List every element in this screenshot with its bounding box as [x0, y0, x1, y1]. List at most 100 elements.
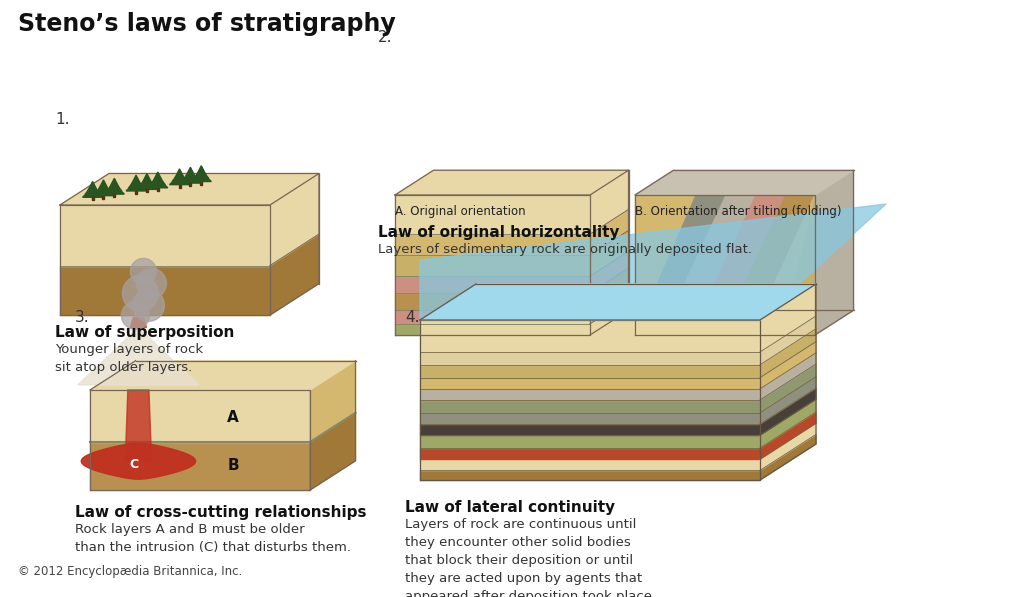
- Text: Law of lateral continuity: Law of lateral continuity: [406, 500, 615, 515]
- Polygon shape: [157, 188, 159, 191]
- Polygon shape: [191, 172, 211, 181]
- Polygon shape: [590, 299, 629, 335]
- Polygon shape: [395, 234, 590, 255]
- Polygon shape: [98, 180, 109, 190]
- Text: Layers of rock are continuous until
they encounter other solid bodies
that block: Layers of rock are continuous until they…: [406, 518, 656, 597]
- Text: 4.: 4.: [406, 310, 420, 325]
- Text: 3.: 3.: [75, 310, 90, 325]
- Polygon shape: [420, 284, 816, 320]
- Polygon shape: [420, 352, 760, 365]
- Polygon shape: [135, 191, 137, 194]
- Text: Steno’s laws of stratigraphy: Steno’s laws of stratigraphy: [18, 12, 395, 36]
- Polygon shape: [102, 196, 104, 199]
- Polygon shape: [420, 377, 760, 389]
- Polygon shape: [194, 169, 209, 179]
- Polygon shape: [395, 293, 590, 310]
- Polygon shape: [590, 170, 629, 234]
- Polygon shape: [110, 179, 120, 188]
- Polygon shape: [114, 194, 116, 197]
- Polygon shape: [91, 197, 93, 200]
- Polygon shape: [590, 230, 629, 276]
- Polygon shape: [60, 205, 270, 266]
- Circle shape: [122, 301, 150, 330]
- Polygon shape: [760, 364, 816, 413]
- Polygon shape: [270, 234, 319, 315]
- Circle shape: [123, 275, 159, 312]
- Polygon shape: [201, 181, 203, 184]
- Polygon shape: [88, 181, 97, 191]
- Polygon shape: [85, 184, 100, 194]
- Polygon shape: [90, 361, 355, 390]
- Polygon shape: [420, 400, 760, 413]
- Polygon shape: [93, 186, 114, 196]
- Polygon shape: [197, 166, 206, 176]
- Polygon shape: [660, 195, 768, 335]
- Polygon shape: [420, 470, 760, 480]
- Polygon shape: [635, 195, 815, 335]
- Polygon shape: [172, 172, 187, 181]
- Polygon shape: [174, 169, 184, 179]
- Text: B. Orientation after tilting (folding): B. Orientation after tilting (folding): [635, 205, 842, 218]
- Text: Law of superposition: Law of superposition: [55, 325, 234, 340]
- Polygon shape: [420, 459, 760, 470]
- Text: 1.: 1.: [55, 112, 70, 127]
- Text: Layers of sedimentary rock are originally deposited flat.: Layers of sedimentary rock are originall…: [378, 243, 752, 256]
- Polygon shape: [126, 181, 146, 191]
- Polygon shape: [751, 195, 815, 335]
- Polygon shape: [395, 276, 590, 293]
- Text: Law of cross-cutting relationships: Law of cross-cutting relationships: [75, 505, 367, 520]
- Polygon shape: [185, 167, 196, 177]
- Polygon shape: [420, 320, 760, 352]
- Polygon shape: [310, 413, 355, 490]
- Polygon shape: [635, 170, 853, 195]
- Polygon shape: [96, 183, 111, 193]
- Polygon shape: [395, 324, 590, 335]
- Polygon shape: [139, 177, 155, 186]
- Polygon shape: [760, 341, 816, 389]
- Polygon shape: [760, 399, 816, 448]
- Text: Rock layers A and B must be older
than the intrusion (C) that disturbs them.: Rock layers A and B must be older than t…: [75, 523, 351, 554]
- Polygon shape: [153, 172, 163, 182]
- Polygon shape: [780, 195, 815, 335]
- Text: Law of original horizontality: Law of original horizontality: [378, 225, 620, 240]
- Polygon shape: [590, 210, 629, 255]
- Polygon shape: [83, 187, 102, 197]
- Polygon shape: [721, 195, 815, 335]
- Polygon shape: [760, 377, 816, 424]
- Polygon shape: [590, 268, 629, 310]
- Polygon shape: [590, 285, 629, 324]
- Polygon shape: [60, 174, 319, 205]
- Polygon shape: [420, 424, 760, 435]
- Circle shape: [132, 290, 165, 321]
- Polygon shape: [691, 195, 798, 335]
- Polygon shape: [590, 251, 629, 293]
- Text: 2.: 2.: [378, 30, 392, 45]
- Polygon shape: [130, 318, 146, 327]
- Polygon shape: [106, 181, 122, 191]
- Polygon shape: [635, 195, 738, 335]
- Polygon shape: [395, 170, 629, 195]
- Polygon shape: [125, 390, 152, 461]
- Polygon shape: [310, 361, 355, 442]
- Polygon shape: [760, 388, 816, 435]
- Text: Younger layers of rock
sit atop older layers.: Younger layers of rock sit atop older la…: [55, 343, 203, 374]
- Polygon shape: [170, 175, 189, 184]
- Polygon shape: [81, 443, 196, 479]
- Polygon shape: [147, 178, 168, 188]
- Polygon shape: [760, 353, 816, 400]
- Polygon shape: [129, 178, 143, 188]
- Text: A. Original orientation: A. Original orientation: [395, 205, 525, 218]
- Polygon shape: [270, 174, 319, 266]
- Polygon shape: [760, 316, 816, 365]
- Polygon shape: [760, 423, 816, 470]
- Polygon shape: [178, 184, 180, 187]
- Polygon shape: [104, 184, 124, 194]
- Polygon shape: [815, 170, 853, 335]
- Polygon shape: [183, 170, 198, 180]
- Polygon shape: [151, 175, 165, 185]
- Polygon shape: [189, 183, 191, 186]
- Polygon shape: [60, 266, 270, 315]
- Polygon shape: [760, 329, 816, 377]
- Polygon shape: [90, 442, 310, 490]
- Text: B: B: [227, 457, 239, 472]
